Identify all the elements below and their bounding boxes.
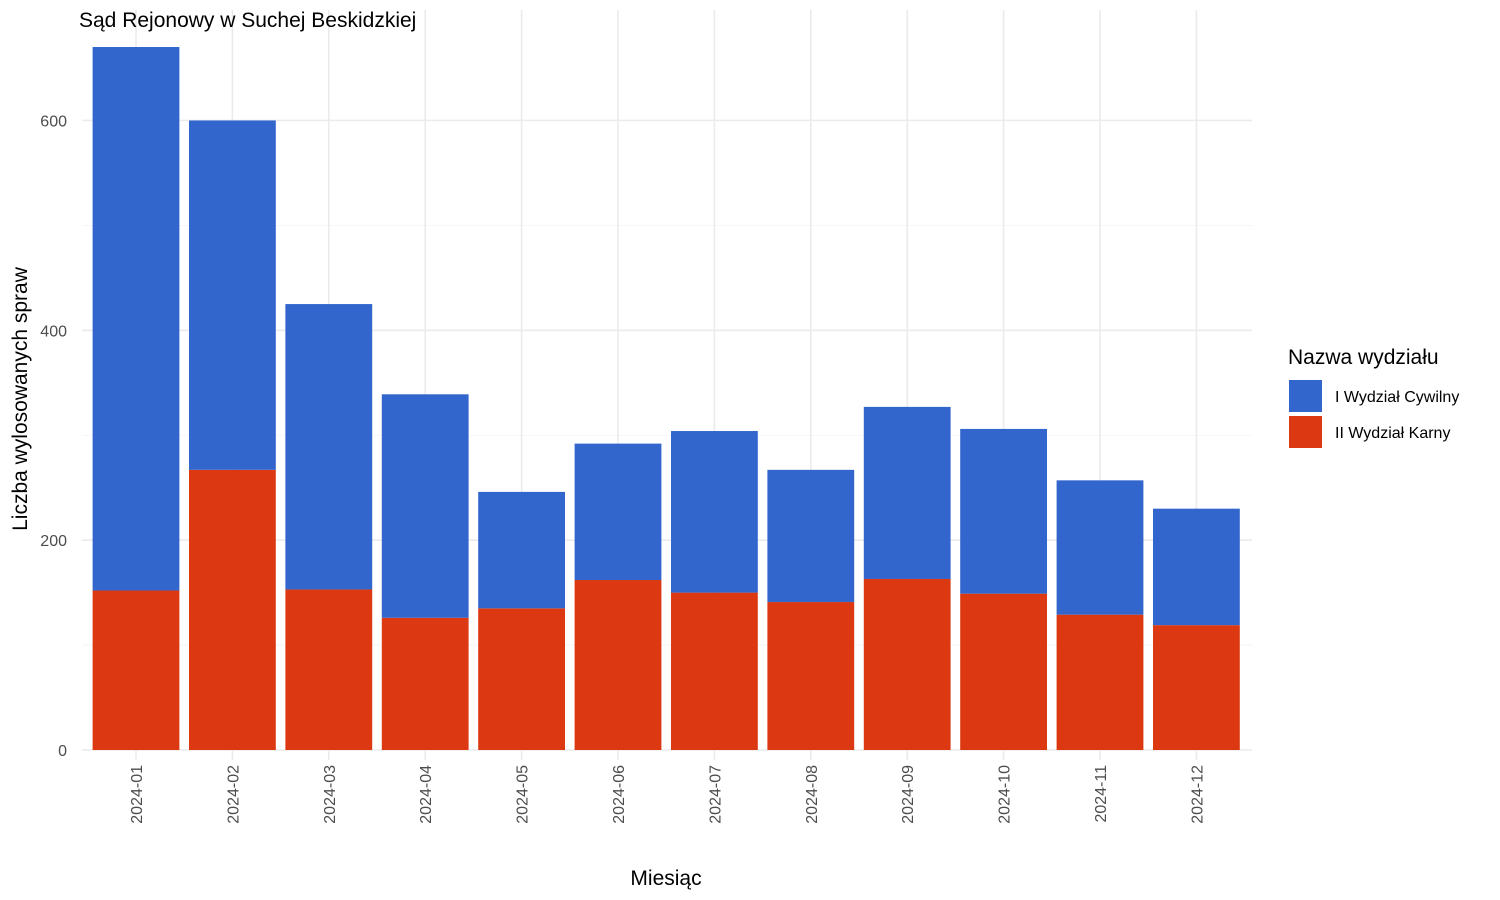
- bar-criminal: [381, 617, 469, 750]
- bar-criminal: [1056, 614, 1144, 750]
- bar-civil: [92, 47, 180, 591]
- bar-civil: [478, 491, 565, 609]
- bar-criminal: [189, 469, 276, 750]
- y-tick-label: 200: [40, 533, 67, 550]
- legend: Nazwa wydziału I Wydział Cywilny II Wydz…: [1288, 346, 1459, 448]
- bar-criminal: [574, 580, 662, 750]
- y-tick-label: 600: [40, 113, 67, 130]
- legend-label-civil: I Wydział Cywilny: [1335, 389, 1459, 406]
- x-tick-label: 2024-08: [804, 765, 821, 824]
- bars: [92, 47, 1240, 750]
- x-tick-label: 2024-03: [322, 765, 339, 824]
- x-tick-label: 2024-09: [900, 765, 917, 824]
- bar-criminal: [767, 602, 855, 750]
- legend-swatch-civil: [1289, 380, 1322, 412]
- legend-title: Nazwa wydziału: [1288, 346, 1439, 369]
- bar-civil: [1153, 508, 1240, 626]
- x-tick-label: 2024-02: [225, 765, 242, 824]
- x-tick-label: 2024-04: [418, 765, 435, 824]
- bar-civil: [381, 394, 469, 618]
- x-tick-label: 2024-12: [1189, 765, 1206, 824]
- bar-criminal: [285, 589, 373, 750]
- x-tick-label: 2024-07: [707, 765, 724, 824]
- x-axis-title: Miesiąc: [630, 867, 701, 890]
- bar-civil: [767, 469, 855, 603]
- bar-civil: [960, 428, 1047, 594]
- bar-criminal: [1153, 625, 1240, 750]
- x-tick-label: 2024-10: [997, 765, 1014, 824]
- x-tick-label: 2024-06: [611, 765, 628, 824]
- x-axis-ticks: 2024-01 2024-02 2024-03 2024-04 2024-05 2024-…: [129, 765, 1206, 824]
- y-tick-label: 400: [40, 323, 67, 340]
- bar-civil: [189, 120, 276, 470]
- x-tick-label: 2024-01: [129, 765, 146, 824]
- x-tick-label: 2024-05: [515, 765, 532, 824]
- bar-criminal: [863, 578, 951, 750]
- y-axis-ticks: 0 200 400 600: [40, 113, 67, 760]
- legend-label-criminal: II Wydział Karny: [1335, 425, 1450, 442]
- legend-swatch-criminal: [1289, 416, 1322, 448]
- bar-civil: [1056, 480, 1144, 615]
- bar-civil: [863, 406, 951, 579]
- y-axis-title: Liczba wylosowanych spraw: [9, 266, 32, 531]
- x-tick-label: 2024-11: [1093, 765, 1110, 823]
- bar-criminal: [671, 592, 758, 750]
- bar-civil: [285, 304, 373, 590]
- bar-criminal: [478, 608, 565, 750]
- bar-criminal: [92, 590, 180, 750]
- bar-civil: [574, 443, 662, 581]
- bar-civil: [671, 431, 758, 593]
- bar-criminal: [960, 593, 1047, 750]
- y-tick-label: 0: [58, 743, 67, 760]
- chart-title: Sąd Rejonowy w Suchej Beskidzkiej: [79, 9, 416, 32]
